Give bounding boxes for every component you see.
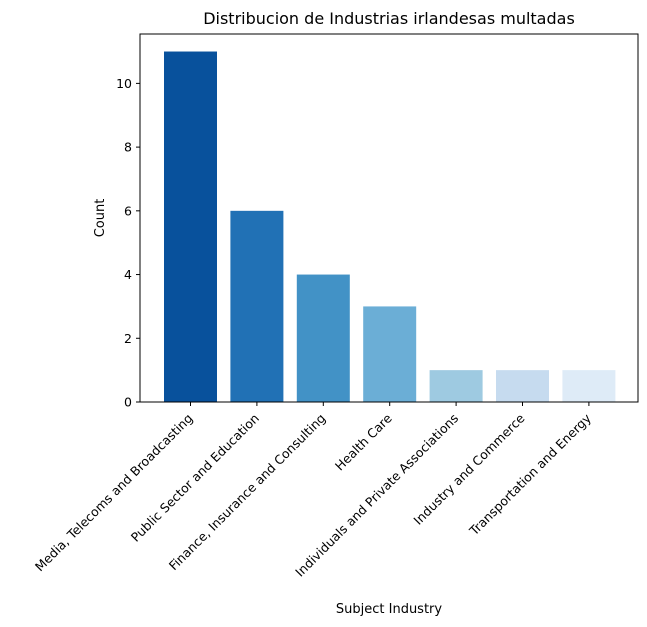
y-axis-ticks: 0 2 4 6 8 10 [116, 76, 140, 410]
bar-6 [496, 370, 549, 402]
bar-1 [164, 51, 217, 403]
bar-3 [296, 274, 350, 402]
y-tick-label: 0 [124, 395, 132, 410]
x-axis-label: Subject Industry [336, 602, 443, 617]
bar-4 [363, 306, 417, 402]
bar-7 [562, 370, 616, 402]
y-tick-label: 2 [124, 331, 132, 346]
bars-group [164, 51, 616, 403]
bar-2 [230, 210, 284, 402]
y-tick-label: 10 [116, 76, 132, 91]
x-tick-label: Industry and Commerce [410, 410, 527, 527]
chart-title: Distribucion de Industrias irlandesas mu… [203, 9, 575, 28]
y-tick-label: 6 [124, 203, 132, 218]
y-tick-label: 8 [124, 140, 132, 155]
x-tick-label: Health Care [332, 410, 395, 473]
y-axis-label: Count [93, 199, 108, 238]
x-tick-label: Public Sector and Education [128, 411, 262, 545]
plot-area-frame [139, 33, 639, 403]
x-tick-label: Transportation and Energy [466, 410, 595, 539]
y-tick-label: 4 [124, 267, 132, 282]
bar-5 [429, 370, 483, 402]
